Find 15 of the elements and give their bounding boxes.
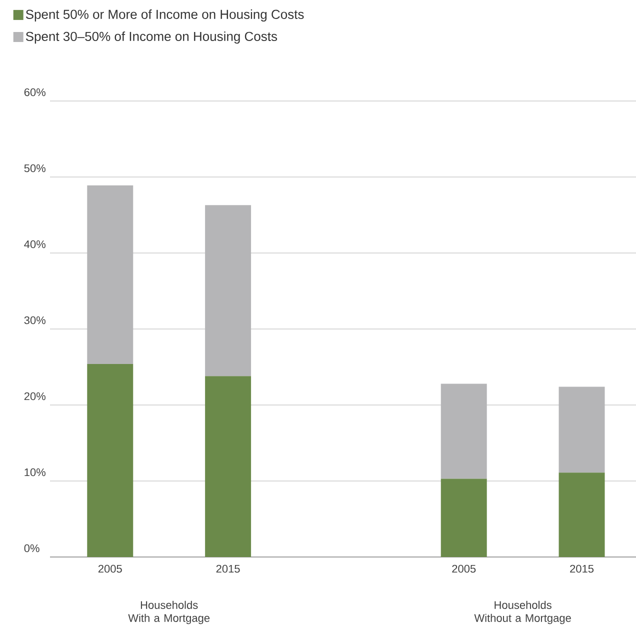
x-tick-label: 2005 xyxy=(452,564,476,573)
y-tick-label: 30% xyxy=(24,316,46,324)
text: Households With a Mortgage xyxy=(128,600,210,624)
y-tick-label: 60% xyxy=(24,88,46,96)
y-tick-label: 0% xyxy=(24,544,40,552)
x-tick-label: 2015 xyxy=(570,564,594,573)
legend-label: Spent 50% or More of Income on Housing Costs xyxy=(26,9,304,22)
x-tick-label: 2005 xyxy=(98,564,122,573)
y-tick-label: 50% xyxy=(24,164,46,172)
text: Households Without a Mortgage xyxy=(474,600,571,624)
x-tick-label: 2015 xyxy=(216,564,240,573)
legend-label: Spent 30–50% of Income on Housing Costs xyxy=(26,31,278,44)
y-tick-label: 20% xyxy=(24,392,46,400)
y-tick-label: 10% xyxy=(24,468,46,476)
y-tick-label: 40% xyxy=(24,240,46,248)
